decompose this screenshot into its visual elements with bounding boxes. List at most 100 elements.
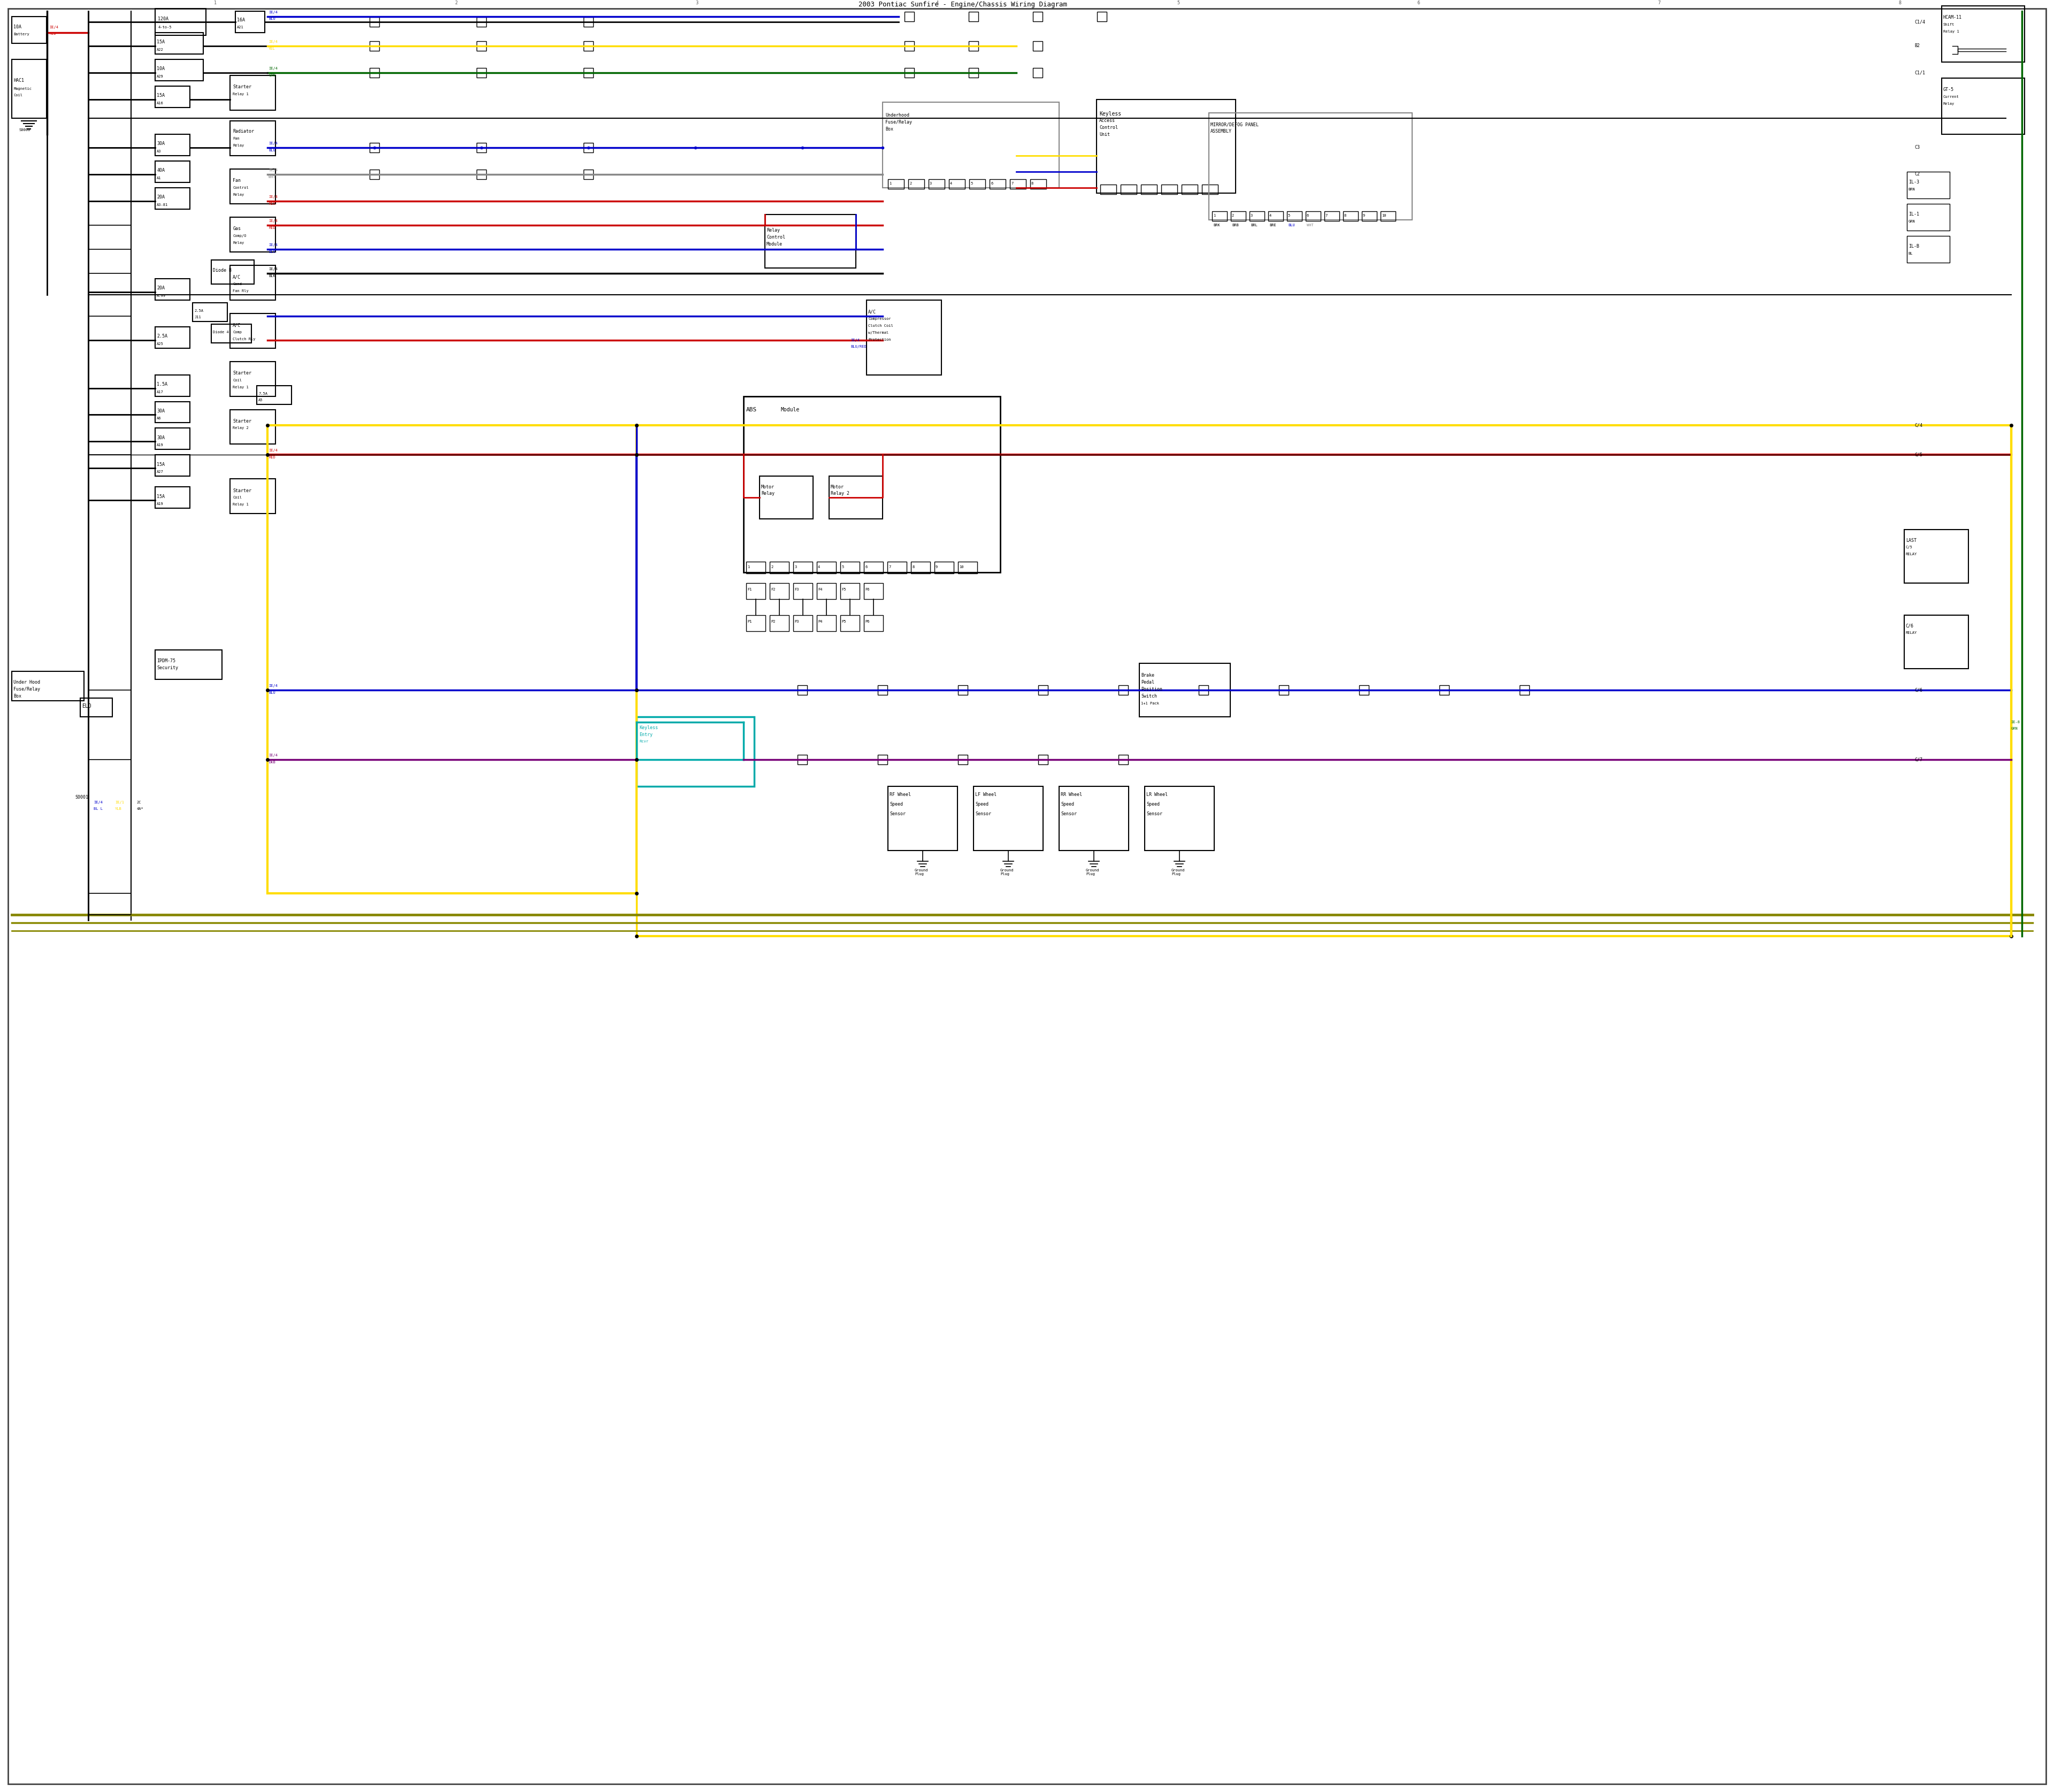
Bar (370, 41, 380, 50)
Text: YLB: YLB (115, 808, 121, 810)
Bar (969, 11, 978, 22)
Text: 16A: 16A (236, 18, 244, 23)
Text: S0001: S0001 (76, 796, 88, 799)
Text: A29: A29 (156, 75, 164, 77)
Bar (1306, 211, 1321, 220)
Bar (80, 699, 113, 717)
Bar (770, 615, 789, 631)
Text: RED: RED (49, 32, 55, 36)
Text: Radiator: Radiator (232, 129, 255, 134)
Bar (477, 16, 487, 27)
Text: A/C: A/C (232, 274, 240, 280)
Text: 20A: 20A (156, 195, 164, 199)
Bar (156, 401, 191, 423)
Text: IE/4: IE/4 (850, 339, 861, 342)
Text: 120A: 120A (158, 16, 168, 22)
Bar (1097, 11, 1107, 22)
Bar (1249, 211, 1265, 220)
Text: LR Wheel: LR Wheel (1146, 792, 1167, 797)
Text: HAC1: HAC1 (14, 79, 25, 82)
Text: Ground
Plug: Ground Plug (914, 869, 928, 876)
Text: 3: 3 (795, 566, 797, 568)
Text: RED: RED (269, 202, 275, 206)
Text: Battery: Battery (14, 32, 29, 36)
Text: Relay: Relay (762, 491, 774, 496)
Text: C/4: C/4 (1914, 423, 1923, 428)
Bar (1230, 211, 1245, 220)
Text: 2003 Pontiac Sunfire - Engine/Chassis Wiring Diagram: 2003 Pontiac Sunfire - Engine/Chassis Wi… (859, 2, 1068, 9)
Text: A5: A5 (259, 398, 263, 401)
Bar (156, 134, 191, 156)
Bar (793, 563, 813, 573)
Bar (1212, 211, 1226, 220)
Text: Shift: Shift (1943, 23, 1955, 27)
Text: WHT: WHT (269, 176, 275, 179)
Text: 9: 9 (935, 566, 939, 568)
Bar (230, 75, 275, 109)
Bar (817, 584, 836, 599)
Text: F5: F5 (842, 588, 846, 591)
Text: C1/1: C1/1 (1914, 70, 1925, 75)
Text: Speed: Speed (976, 801, 988, 806)
Text: Switch: Switch (1140, 694, 1156, 699)
Bar (583, 143, 594, 152)
Text: 2: 2 (770, 566, 772, 568)
Text: A27: A27 (156, 471, 164, 473)
Bar (1060, 787, 1128, 851)
Text: A19: A19 (156, 502, 164, 505)
Bar (817, 563, 836, 573)
Text: Sensor: Sensor (889, 812, 906, 815)
Text: Sensor: Sensor (1060, 812, 1076, 815)
Bar (990, 179, 1006, 188)
Text: Relay: Relay (232, 240, 244, 244)
Text: 2.5A: 2.5A (156, 333, 168, 339)
Text: 4: 4 (1269, 213, 1271, 217)
Bar (1343, 211, 1358, 220)
Text: C2: C2 (1914, 172, 1920, 177)
Text: Position: Position (1140, 686, 1163, 692)
Bar (156, 32, 203, 54)
Text: IE/4: IE/4 (269, 450, 277, 452)
Bar (1941, 5, 2025, 63)
Text: 2.5A: 2.5A (195, 308, 203, 312)
Text: Keyless: Keyless (639, 726, 657, 729)
Text: 15A: 15A (156, 495, 164, 498)
Text: A.99: A.99 (156, 294, 166, 297)
Bar (230, 410, 275, 444)
Text: Cond: Cond (232, 281, 242, 285)
Text: 10A: 10A (14, 25, 23, 29)
Text: Security: Security (156, 665, 179, 670)
Text: IL-1: IL-1 (1908, 211, 1918, 217)
Bar (156, 487, 191, 509)
Text: BRN: BRN (1908, 188, 1914, 190)
Text: Coil: Coil (232, 378, 242, 382)
Bar (957, 754, 967, 765)
Bar (230, 314, 275, 348)
Text: 4: 4 (817, 566, 820, 568)
Text: 1: 1 (748, 566, 750, 568)
Text: DkB: DkB (269, 762, 275, 763)
Text: 7: 7 (889, 566, 891, 568)
Text: BL: BL (1908, 251, 1912, 254)
Bar (746, 615, 766, 631)
Text: Starter: Starter (232, 84, 251, 90)
Bar (477, 170, 487, 179)
Text: IE/4: IE/4 (269, 219, 277, 222)
Text: Underhood: Underhood (885, 113, 910, 118)
Text: Diode 4: Diode 4 (214, 330, 228, 333)
Text: 3: 3 (696, 0, 698, 5)
Bar (746, 584, 766, 599)
Text: F2: F2 (770, 588, 774, 591)
Bar (840, 563, 861, 573)
Text: Current: Current (1943, 95, 1960, 99)
Text: Box: Box (14, 694, 23, 699)
Bar (212, 260, 255, 283)
Text: IE-8: IE-8 (2011, 720, 2021, 724)
Text: MIRROR/DEFOG PANEL: MIRROR/DEFOG PANEL (1210, 122, 1259, 127)
Bar (583, 170, 594, 179)
Text: Access: Access (1099, 118, 1115, 124)
Text: IL-B: IL-B (1908, 244, 1918, 249)
Bar (1031, 179, 1045, 188)
Text: Speed: Speed (1060, 801, 1074, 806)
Text: F1: F1 (748, 588, 752, 591)
